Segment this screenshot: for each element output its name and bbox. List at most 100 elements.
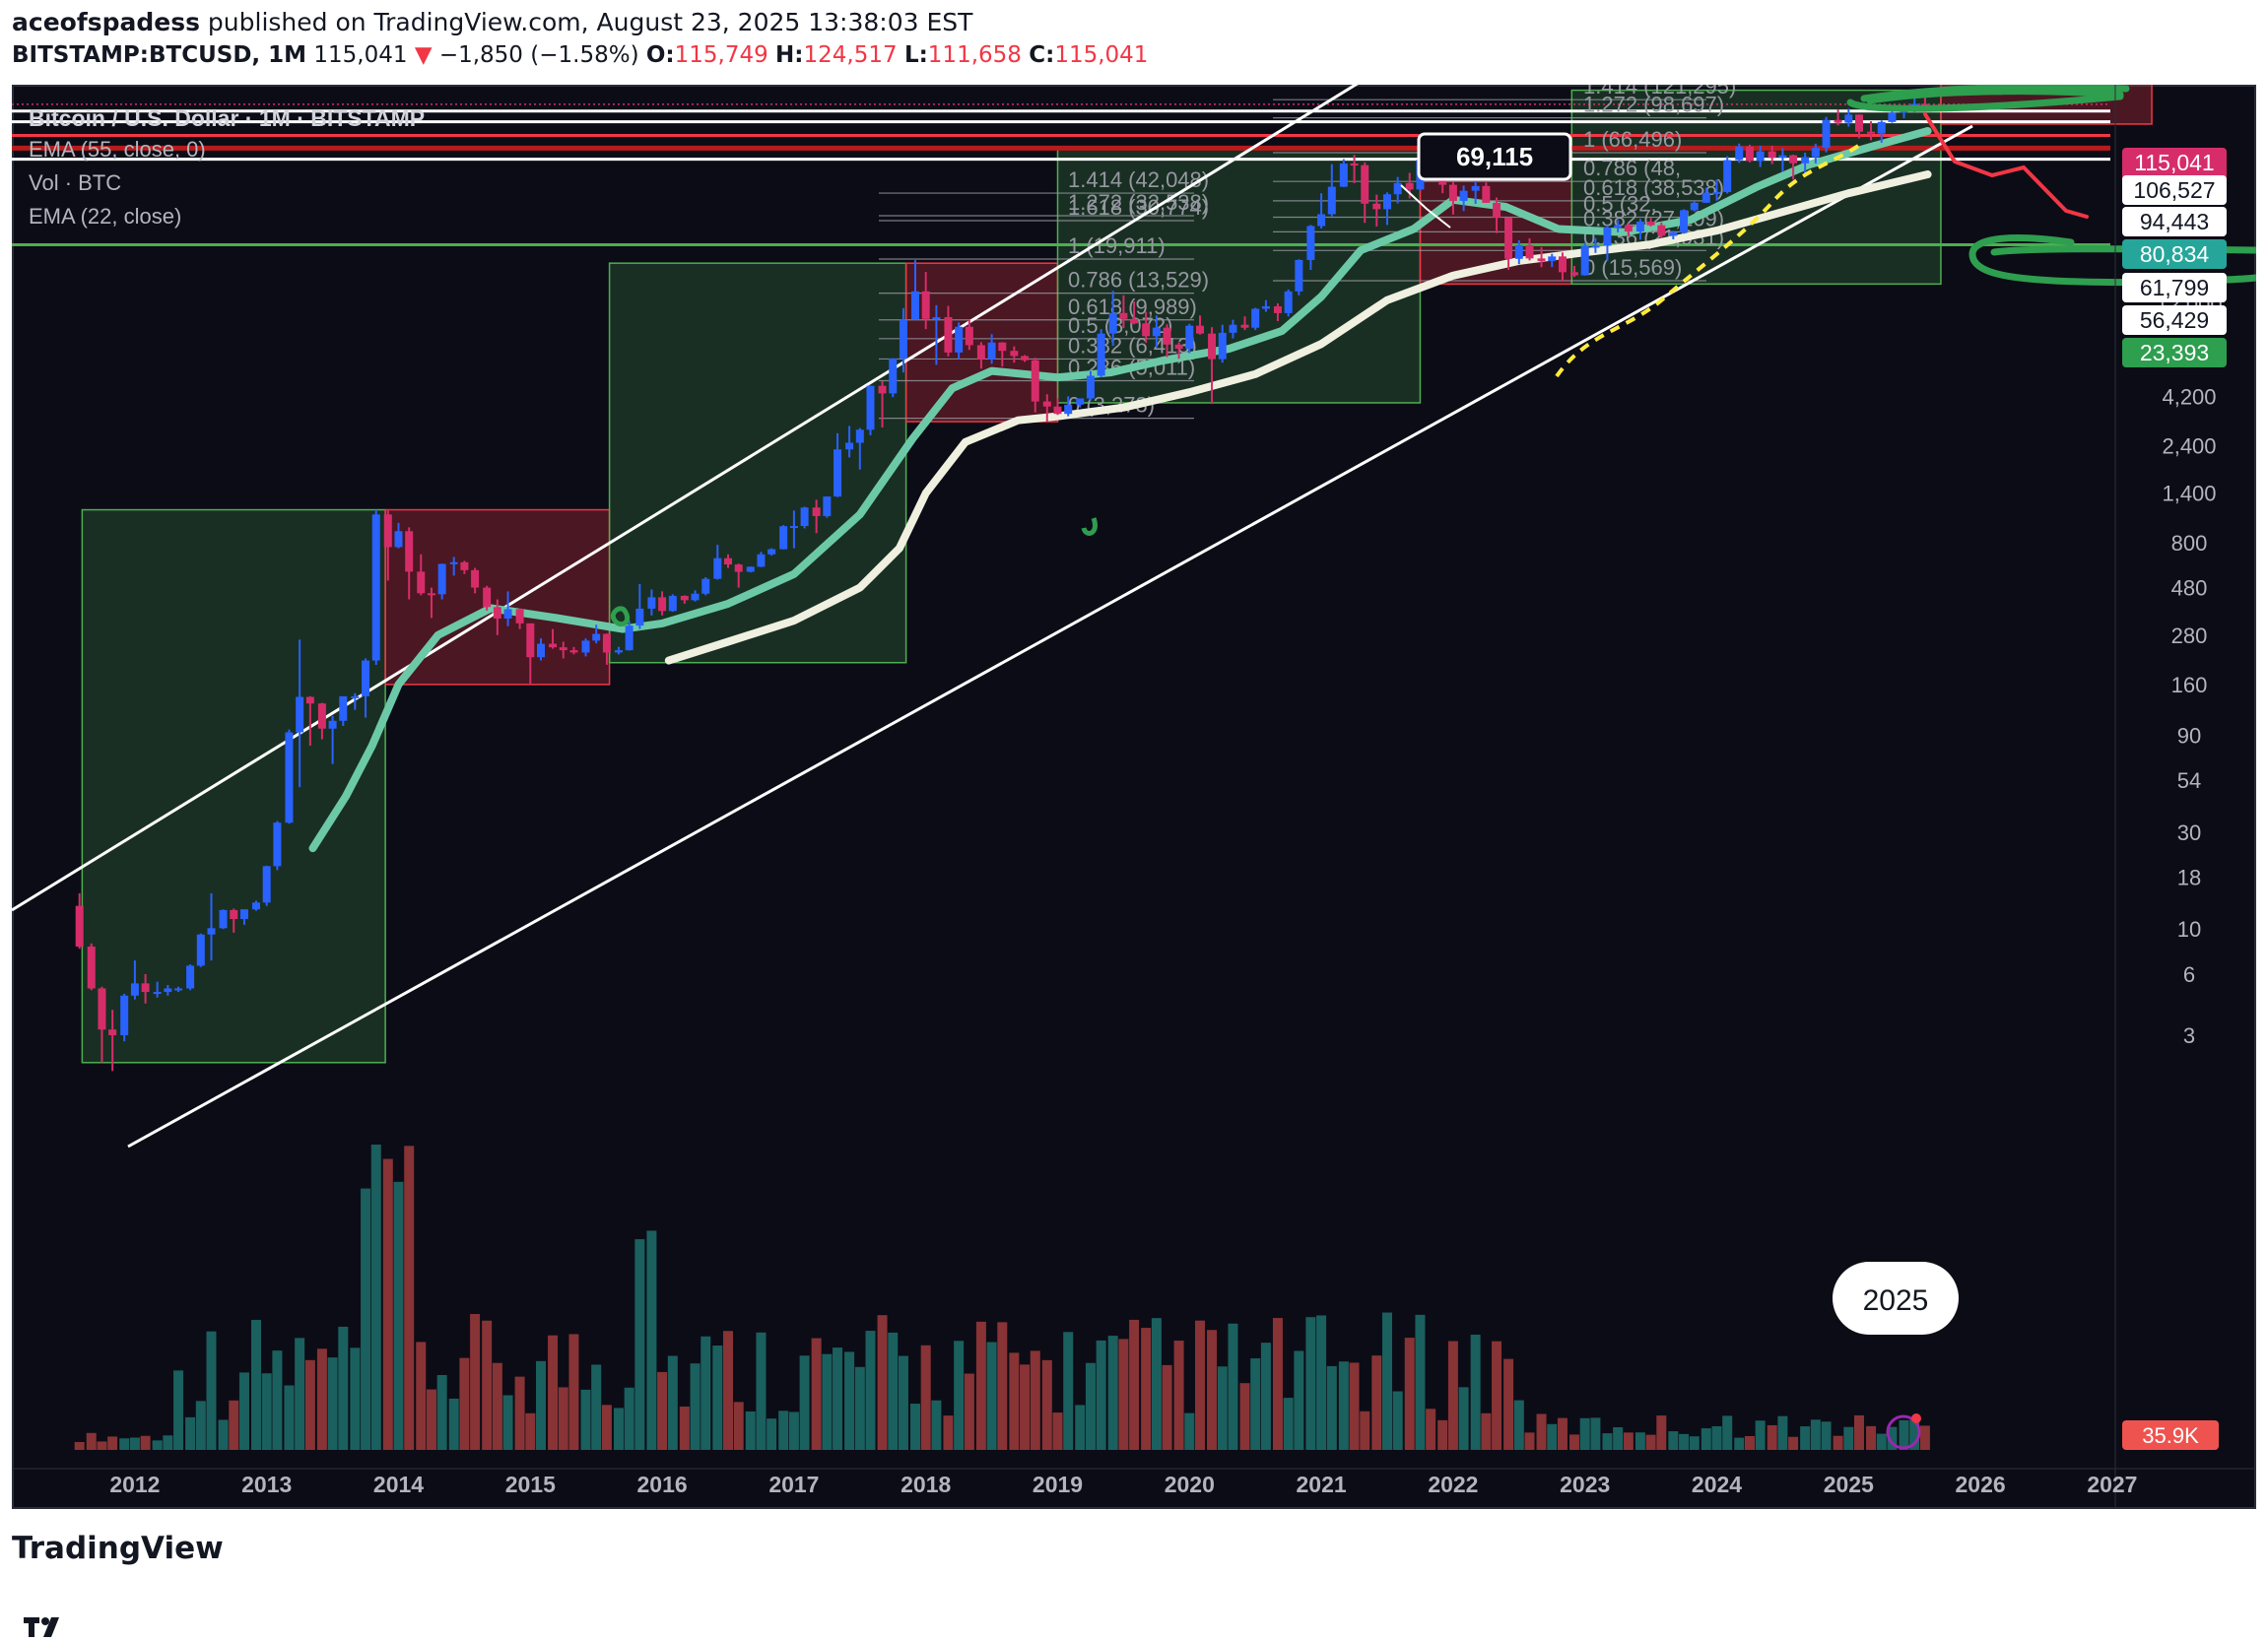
y-tick-label: 90 xyxy=(2177,723,2201,748)
candle-body xyxy=(1855,114,1864,132)
volume-bar xyxy=(1755,1420,1766,1450)
volume-bar xyxy=(482,1320,493,1450)
candle-body xyxy=(1361,164,1369,204)
volume-bar xyxy=(1184,1412,1195,1450)
volume-bar xyxy=(218,1419,229,1450)
candle-body xyxy=(757,554,766,567)
candle-body xyxy=(767,549,776,555)
candle-body xyxy=(1834,119,1842,123)
volume-bar xyxy=(238,1372,249,1450)
volume-bar xyxy=(833,1347,843,1450)
volume-bar xyxy=(1228,1323,1238,1450)
price-label-text: 80,834 xyxy=(2140,241,2210,267)
volume-bar xyxy=(975,1321,986,1450)
x-tick-label: 2012 xyxy=(109,1472,160,1497)
candle-body xyxy=(1493,202,1501,219)
close-label: C: xyxy=(1029,42,1055,68)
candle-body xyxy=(1811,148,1820,158)
candle-body xyxy=(1163,327,1171,345)
candle-body xyxy=(1076,398,1085,405)
volume-bar xyxy=(601,1405,612,1450)
volume-bar xyxy=(646,1230,657,1450)
y-tick-label: 480 xyxy=(2171,576,2208,601)
candle-body xyxy=(800,507,809,527)
volume-bar xyxy=(327,1357,338,1450)
ema22-line xyxy=(308,127,1932,853)
lightning-icon xyxy=(1886,1414,1921,1450)
volume-bar xyxy=(1689,1436,1700,1450)
candle-body xyxy=(1624,225,1633,232)
candle-body xyxy=(1086,375,1095,399)
candle-body xyxy=(1119,312,1128,319)
volume-bar xyxy=(338,1326,349,1450)
price-label-tag xyxy=(2122,239,2227,269)
candle-body xyxy=(405,531,414,572)
candle-body xyxy=(383,514,392,548)
volume-bar xyxy=(272,1350,283,1450)
candle-body xyxy=(1801,157,1810,164)
peak-pointer xyxy=(1400,184,1451,229)
symbol-info: BITSTAMP:BTCUSD, 1M 115,041 ▼ −1,850 (−1… xyxy=(12,42,1148,68)
author-name[interactable]: aceofspadess xyxy=(12,8,200,36)
candle-body xyxy=(394,531,403,548)
volume-bar xyxy=(997,1322,1008,1450)
x-tick-label: 2016 xyxy=(637,1472,688,1497)
volume-bar xyxy=(888,1332,899,1450)
symbol-name[interactable]: BITSTAMP:BTCUSD, 1M xyxy=(12,42,307,68)
ema-lines xyxy=(308,127,1932,853)
candle-body xyxy=(328,720,337,729)
volume-bar xyxy=(580,1389,591,1450)
x-tick-label: 2024 xyxy=(1692,1472,1742,1497)
candle-body xyxy=(658,597,667,612)
x-tick-label: 2026 xyxy=(1956,1472,2006,1497)
candle-body xyxy=(317,703,326,729)
year-bubble xyxy=(1833,1262,1959,1335)
volume-bar xyxy=(1195,1320,1206,1450)
volume-bar xyxy=(1645,1434,1656,1450)
price-chart[interactable]: 1.618 (30,774)1.414 (42,048)1.272 (32,53… xyxy=(12,85,2256,1509)
volume-bar xyxy=(1470,1335,1481,1450)
volume-bar xyxy=(1041,1359,1052,1450)
price-label-tag xyxy=(2122,175,2227,205)
x-tick-label: 2015 xyxy=(505,1472,556,1497)
candle-body xyxy=(219,909,228,929)
legend-ema55: EMA (55, close, 0) xyxy=(29,137,206,162)
volume-bar xyxy=(1392,1391,1403,1450)
candle-body xyxy=(1591,245,1600,248)
candle-body xyxy=(1756,151,1765,162)
candle-body xyxy=(614,650,623,653)
volume-bar xyxy=(514,1376,525,1450)
volume-bar xyxy=(778,1411,789,1450)
volume-bar xyxy=(1151,1318,1162,1450)
volume-bar xyxy=(1590,1417,1601,1450)
candle-body xyxy=(976,345,985,360)
candle-body xyxy=(625,625,634,651)
drawings: 69,115 2025 xyxy=(610,85,2256,1335)
volume-bar xyxy=(591,1364,602,1450)
volume-bar xyxy=(1107,1336,1118,1450)
candle-body xyxy=(186,965,195,989)
y-tick-label: 4,200 xyxy=(2162,384,2216,409)
high-label: H: xyxy=(775,42,804,68)
candle-body xyxy=(141,983,150,993)
price-label-text: 61,799 xyxy=(2140,275,2209,300)
candle-body xyxy=(779,526,788,550)
fib-label: 0.786 (48, xyxy=(1583,156,1681,180)
volume-bar xyxy=(1129,1319,1140,1450)
fib-label: 0.618 (38,538) xyxy=(1583,175,1724,200)
volume-bar xyxy=(1207,1330,1218,1450)
candle-body xyxy=(1152,327,1161,337)
candle-body xyxy=(1240,324,1249,328)
open-label: O: xyxy=(645,42,675,68)
volume-bar xyxy=(361,1188,371,1450)
volume-bar xyxy=(1404,1338,1415,1450)
candle-body xyxy=(734,564,743,572)
legend-title: Bitcoin / U.S. Dollar · 1M · BITSTAMP xyxy=(29,105,425,131)
candle-body xyxy=(1130,318,1139,324)
volume-bar xyxy=(1668,1431,1679,1450)
close-value: 115,041 xyxy=(1054,42,1149,68)
candle-body xyxy=(1888,112,1897,122)
volume-bar xyxy=(1118,1339,1129,1450)
volume-bar xyxy=(986,1342,997,1450)
volume-bar xyxy=(1075,1405,1086,1450)
